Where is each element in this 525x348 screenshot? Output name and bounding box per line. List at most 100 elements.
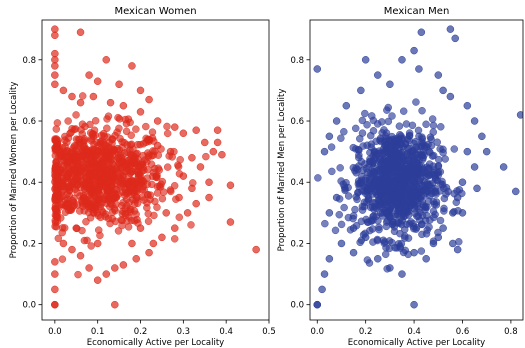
women-x-tick-label: 0.3 (177, 327, 191, 337)
men-data-point (386, 80, 394, 89)
women-data-point (51, 71, 59, 79)
women-cloud-point (187, 221, 195, 229)
men-cloud-point (382, 184, 390, 192)
men-y-tick-label: 0.2 (290, 239, 304, 249)
men-data-point (342, 101, 351, 110)
women-cloud-point (75, 207, 84, 215)
men-x-tick-label: 0.0 (310, 327, 324, 337)
women-cloud-point (100, 195, 108, 203)
women-cloud-point (122, 166, 131, 175)
men-cloud-point (355, 153, 363, 162)
women-data-point (218, 150, 226, 159)
men-data-point (398, 270, 406, 278)
women-cloud-point (104, 162, 112, 171)
men-data-point (470, 163, 479, 171)
women-cloud-point (122, 211, 130, 219)
women-data-point (171, 224, 179, 232)
women-cloud-point (96, 176, 105, 184)
women-cloud-point (170, 181, 179, 190)
women-cloud-point (148, 128, 157, 136)
men-cloud-point (368, 112, 376, 120)
women-cloud-point (54, 234, 63, 243)
men-cloud-point (410, 224, 418, 233)
men-cloud-point (405, 131, 414, 140)
women-cloud-point (89, 185, 98, 193)
men-cloud-point (424, 140, 432, 149)
men-cloud-point (417, 247, 426, 255)
women-cloud-point (108, 135, 117, 144)
men-cloud-point (393, 134, 402, 142)
men-cloud-point (390, 227, 399, 236)
women-data-point (85, 264, 93, 272)
women-axes-frame (41, 19, 270, 321)
women-cloud-point (86, 191, 94, 200)
women-cloud-point (94, 211, 103, 220)
men-cloud-point (432, 198, 441, 206)
women-x-axis-label: Economically Active per Locality (87, 338, 224, 348)
men-cloud-point (340, 183, 349, 191)
women-cloud-point (104, 112, 113, 120)
men-cloud-point (358, 129, 367, 137)
women-cloud-point (51, 195, 59, 203)
women-data-point (115, 80, 123, 89)
women-data-point (136, 86, 145, 95)
men-data-point (337, 239, 346, 248)
women-data-point (72, 224, 81, 232)
women-cloud-point (66, 204, 75, 213)
men-cloud-point (380, 174, 388, 182)
women-cloud-point (53, 136, 62, 144)
men-cloud-point (410, 139, 418, 148)
men-cloud-point (429, 128, 438, 136)
men-cloud-point (437, 123, 445, 131)
men-x-tick-label: 0.2 (359, 327, 373, 337)
women-data-point (213, 126, 222, 134)
women-cloud-point (144, 210, 153, 218)
men-data-point (439, 224, 447, 232)
women-data-point (145, 248, 153, 257)
men-data-point (374, 255, 382, 263)
women-data-point (102, 56, 110, 64)
women-cloud-point (65, 168, 74, 177)
women-cloud-point (142, 138, 150, 147)
women-data-point (85, 71, 93, 79)
men-cloud-point (354, 188, 362, 197)
men-points (313, 25, 523, 309)
women-data-point (51, 300, 59, 309)
women-data-point (89, 92, 98, 101)
men-data-point (478, 132, 486, 141)
women-data-point (51, 285, 59, 294)
men-data-point (386, 264, 394, 272)
men-cloud-point (384, 161, 392, 170)
men-cloud-point (418, 230, 426, 239)
men-cloud-point (368, 203, 377, 211)
women-data-point (132, 255, 140, 263)
men-cloud-point (384, 208, 392, 216)
men-cloud-point (388, 112, 396, 120)
men-cloud-point (335, 210, 343, 219)
men-cloud-point (327, 143, 336, 151)
men-data-point (511, 187, 520, 196)
men-cloud-point (359, 142, 367, 150)
women-y-tick-label: 0.0 (22, 301, 36, 311)
women-data-point (76, 251, 85, 260)
men-data-point (325, 132, 334, 141)
men-data-point (463, 147, 472, 156)
women-data-point (209, 147, 218, 156)
women-data-point (59, 86, 68, 95)
women-cloud-point (58, 255, 67, 263)
men-cloud-point (353, 195, 361, 204)
women-data-point (149, 239, 158, 248)
women-cloud-point (64, 183, 72, 191)
women-cloud-point (106, 219, 114, 228)
women-data-point (162, 209, 170, 217)
women-cloud-point (100, 182, 109, 191)
women-cloud-point (202, 152, 210, 161)
women-cloud-point (88, 145, 97, 153)
men-cloud-point (455, 186, 464, 194)
men-cloud-point (366, 169, 375, 178)
men-data-point (434, 233, 443, 242)
women-cloud-point (60, 224, 69, 232)
men-data-point (422, 255, 430, 263)
men-cloud-point (423, 226, 431, 234)
women-data-point (226, 181, 235, 190)
